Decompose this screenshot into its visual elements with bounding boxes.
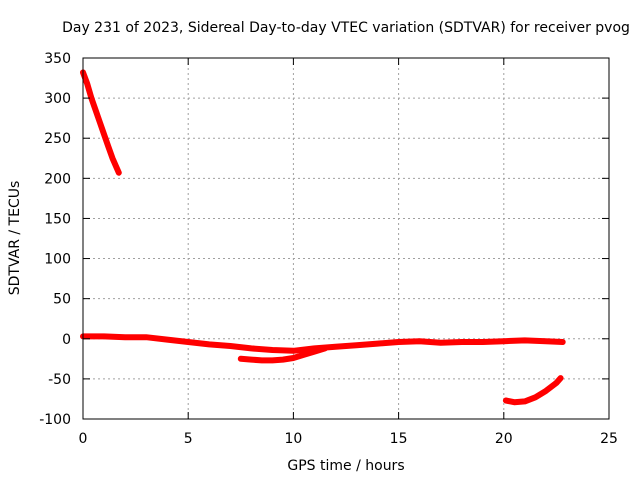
y-axis-title: SDTVAR / TECUs [7, 181, 23, 296]
axis-ticks [82, 57, 610, 420]
y-tick-label: 100 [44, 252, 71, 268]
y-tick-label: 0 [62, 332, 71, 348]
y-tick-label: 50 [53, 292, 71, 308]
plot-frame [82, 57, 610, 420]
chart-title: Day 231 of 2023, Sidereal Day-to-day VTE… [62, 20, 630, 36]
x-tick-label: 5 [184, 431, 193, 447]
x-tick-label: 15 [390, 431, 408, 447]
series-line-lower-arc [237, 345, 328, 364]
data-series-group [80, 69, 566, 406]
y-tick-label: -50 [48, 372, 71, 388]
y-tick-label: 200 [44, 171, 71, 187]
x-tick-label: 25 [600, 431, 618, 447]
x-tick-label: 10 [284, 431, 302, 447]
x-axis-title: GPS time / hours [287, 458, 404, 474]
y-tick-label: 300 [44, 91, 71, 107]
x-tick-label: 20 [495, 431, 513, 447]
y-tick-label: 350 [44, 51, 71, 67]
y-tick-label: 250 [44, 131, 71, 147]
y-tick-label: 150 [44, 211, 71, 227]
y-tick-label: -100 [39, 412, 71, 428]
series-line-late-recovery [502, 375, 564, 406]
x-tick-labels: 0 5 10 15 20 25 [79, 431, 618, 447]
series-line-early-decline [80, 69, 122, 176]
x-tick-label: 0 [79, 431, 88, 447]
y-tick-labels: -100 -50 0 50 100 150 200 250 300 350 [39, 51, 71, 428]
grid [83, 58, 609, 419]
